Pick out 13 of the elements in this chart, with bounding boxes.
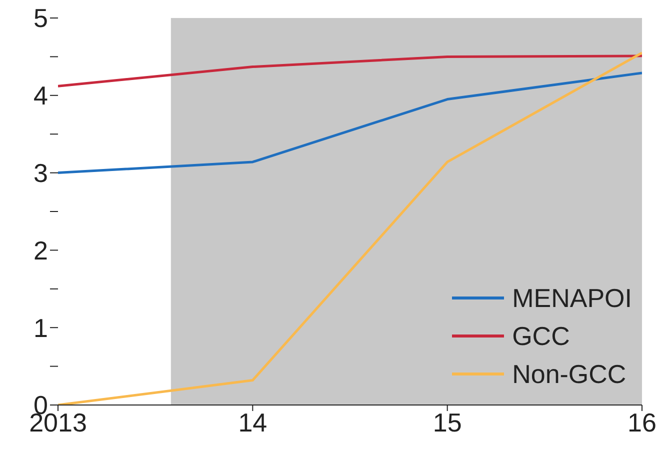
legend-label: Non-GCC xyxy=(512,358,626,391)
x-tick-label: 15 xyxy=(432,407,462,438)
line-series xyxy=(58,54,642,88)
y-tick-label: 2 xyxy=(34,235,48,266)
legend-label: GCC xyxy=(512,320,570,353)
legend-label: MENAPOI xyxy=(512,282,632,315)
line-series xyxy=(58,72,642,174)
y-tick-label: 3 xyxy=(34,158,48,188)
y-tick-label: 5 xyxy=(34,3,48,34)
x-tick-label: 14 xyxy=(238,407,268,438)
y-tick-label: 4 xyxy=(34,80,48,111)
y-tick-label: 1 xyxy=(34,312,48,343)
x-tick-label: 16 xyxy=(628,407,656,438)
